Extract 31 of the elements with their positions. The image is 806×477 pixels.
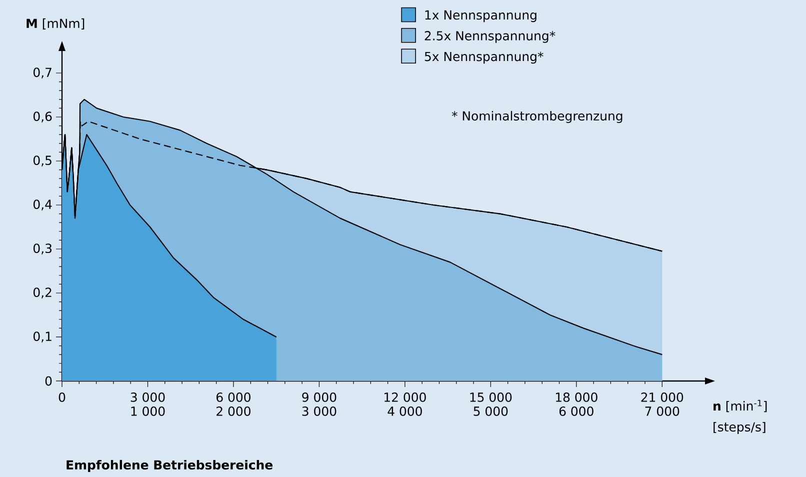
y-tick-label: 0,6 (34, 112, 52, 122)
x-tick-label: 18 000 (556, 392, 598, 402)
y-axis-title: M [mNm] (26, 18, 84, 30)
x-tick-label: 21 000 (641, 392, 684, 402)
x2-tick-label: 6 000 (559, 406, 594, 416)
x-tick-label: 12 000 (384, 392, 426, 402)
x2-tick-label: 2 000 (216, 406, 250, 416)
y-tick-label: 0 (45, 376, 52, 386)
y-tick-label: 0,5 (34, 156, 52, 166)
text: Empfohlene Betriebsbereiche (66, 460, 272, 472)
x-tick-label: 0 (58, 392, 66, 402)
x-tick-label: 6 000 (216, 392, 250, 402)
x-tick-label: 9 000 (302, 392, 336, 402)
x2-tick-label: 4 000 (388, 406, 422, 416)
y-tick-label: 0,1 (34, 332, 52, 342)
y-tick-label: 0,3 (34, 244, 52, 254)
x2-tick-label: 1 000 (131, 406, 165, 416)
legend-label: 5x Nennspannung* (424, 52, 544, 64)
x-axis-title: n [min$^{-1}$] (714, 400, 767, 412)
y-tick-label: 0,2 (34, 288, 52, 298)
x-tick-label: 3 000 (130, 392, 165, 402)
annotation: * Nominalstrombegrenzung (452, 110, 622, 124)
x2-tick-label: 7 000 (645, 406, 680, 416)
y-tick-label: 0,4 (34, 200, 52, 210)
x2-tick-label: 5 000 (474, 406, 508, 416)
y-tick-label: 0,7 (34, 68, 52, 78)
legend-label: 1x Nennspannung (425, 10, 536, 22)
legend-label: 2.5x Nennspannung* (424, 31, 556, 43)
x2-tick-label: 3 000 (302, 406, 336, 416)
x-tick-label: 15 000 (470, 392, 512, 402)
x2-axis-title: [steps/s] (714, 422, 766, 434)
